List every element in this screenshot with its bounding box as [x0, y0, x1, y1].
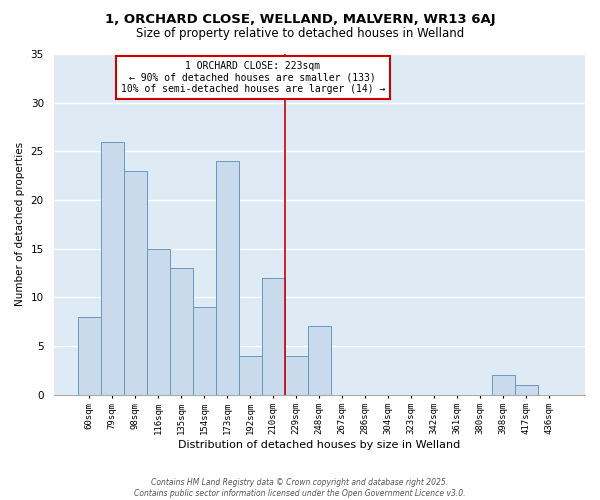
Bar — [170, 268, 193, 394]
Bar — [101, 142, 124, 394]
Bar — [124, 171, 147, 394]
Text: 1 ORCHARD CLOSE: 223sqm
← 90% of detached houses are smaller (133)
10% of semi-d: 1 ORCHARD CLOSE: 223sqm ← 90% of detache… — [121, 61, 385, 94]
Text: Contains HM Land Registry data © Crown copyright and database right 2025.
Contai: Contains HM Land Registry data © Crown c… — [134, 478, 466, 498]
Y-axis label: Number of detached properties: Number of detached properties — [15, 142, 25, 306]
Bar — [77, 316, 101, 394]
Bar — [239, 356, 262, 395]
Bar — [492, 375, 515, 394]
Bar — [308, 326, 331, 394]
Bar — [147, 248, 170, 394]
Bar — [515, 385, 538, 394]
Text: 1, ORCHARD CLOSE, WELLAND, MALVERN, WR13 6AJ: 1, ORCHARD CLOSE, WELLAND, MALVERN, WR13… — [104, 12, 496, 26]
Bar — [285, 356, 308, 395]
Bar — [262, 278, 285, 394]
Bar — [216, 161, 239, 394]
Text: Size of property relative to detached houses in Welland: Size of property relative to detached ho… — [136, 28, 464, 40]
Bar — [193, 307, 216, 394]
X-axis label: Distribution of detached houses by size in Welland: Distribution of detached houses by size … — [178, 440, 460, 450]
